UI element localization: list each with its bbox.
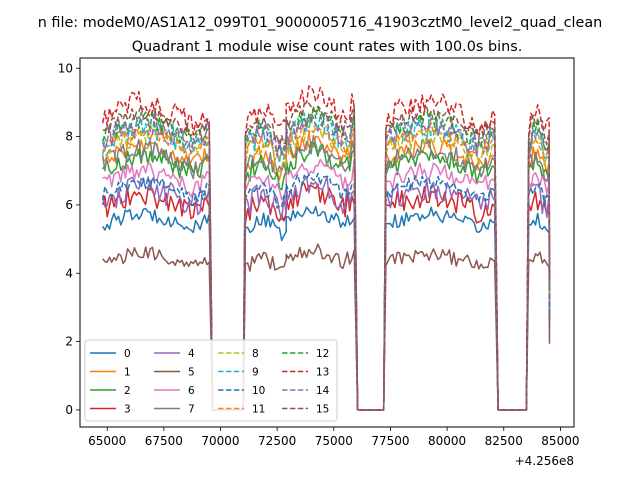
y-tick-label: 10 (58, 61, 73, 75)
series-line-5 (102, 243, 551, 411)
legend-label: 11 (252, 404, 265, 416)
series-line-4 (101, 175, 551, 411)
legend-label: 5 (188, 367, 195, 379)
series-line-13 (101, 85, 551, 411)
x-tick-label: 72500 (258, 434, 296, 448)
y-tick-label: 6 (65, 198, 73, 212)
x-axis: 65000 67500 70000 72500 75000 77500 80000 82500… (88, 427, 579, 448)
x-tick-label: 67500 (145, 434, 183, 448)
legend-box (84, 339, 338, 422)
legend-label: 14 (316, 385, 330, 397)
legend-label: 2 (124, 385, 131, 397)
series-layer (101, 85, 551, 411)
legend-label: 9 (252, 367, 259, 379)
x-tick-label: 65000 (88, 434, 126, 448)
series-line-7 (101, 134, 551, 411)
legend-label: 6 (188, 385, 195, 397)
series-line-8 (101, 119, 551, 411)
series-line-14 (101, 111, 551, 411)
y-tick-label: 8 (65, 130, 73, 144)
y-axis: 0 2 4 6 8 10 (58, 61, 80, 417)
legend-label: 7 (188, 404, 195, 416)
series-line-3 (101, 181, 551, 411)
plot-frame (79, 57, 575, 428)
x-tick-label: 85000 (541, 434, 579, 448)
series-line-15 (102, 102, 551, 411)
figure-suptitle: n file: modeM0/AS1A12_099T01_9000005716_… (38, 15, 603, 31)
legend-label: 12 (316, 348, 329, 360)
chart-title: Quadrant 1 module wise count rates with … (132, 39, 523, 55)
legend-label: 3 (124, 404, 131, 416)
y-tick-label: 2 (65, 335, 73, 349)
y-tick-label: 4 (65, 266, 73, 280)
legend-label: 4 (188, 348, 195, 360)
x-tick-label: 80000 (428, 434, 466, 448)
y-tick-label: 0 (65, 403, 73, 417)
x-axis-offset-label: +4.256e8 (515, 454, 574, 468)
series-line-0 (102, 205, 551, 411)
x-tick-label: 75000 (315, 434, 353, 448)
legend-label: 15 (316, 404, 329, 416)
x-tick-label: 77500 (371, 434, 409, 448)
series-line-6 (102, 158, 551, 411)
legend-label: 8 (252, 348, 259, 360)
series-line-2 (102, 141, 551, 411)
legend-label: 0 (124, 348, 131, 360)
x-tick-label: 82500 (485, 434, 523, 448)
legend-label: 13 (316, 367, 329, 379)
legend-label: 10 (252, 385, 265, 397)
x-tick-label: 70000 (201, 434, 239, 448)
series-line-11 (102, 121, 551, 411)
series-line-10 (101, 172, 551, 411)
legend-label: 1 (124, 367, 131, 379)
